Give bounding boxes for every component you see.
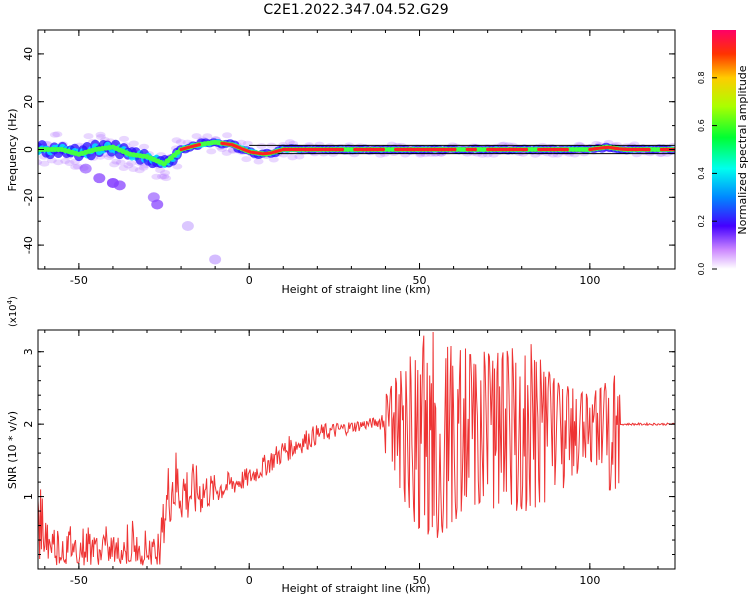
- halo-blob: [151, 173, 162, 180]
- halo-blob: [161, 175, 172, 182]
- halo-blob: [126, 160, 137, 167]
- snr-panel: -50 0 50 100 1 2 3 Height of straight line (km…: [6, 296, 676, 595]
- scatter-blob: [79, 163, 92, 174]
- y-tick-label: 0: [22, 146, 35, 153]
- ridge-segment: [271, 148, 283, 154]
- scatter-blob: [209, 254, 222, 265]
- halo-blob: [83, 133, 94, 140]
- halo-blob: [138, 164, 149, 171]
- chart-title: C2E1.2022.347.04.52.G29: [263, 2, 448, 18]
- snr-frame: [37, 329, 676, 570]
- x-tick-label: 0: [246, 274, 253, 287]
- colorbar: 0.0 0.2 0.4 0.6 0.8 Normalized spectral ampl…: [697, 30, 749, 275]
- halo-blob: [191, 133, 202, 140]
- halo-blob: [53, 159, 64, 166]
- svg-text:(x104): (x104): [6, 296, 19, 327]
- halo-blob: [160, 169, 171, 176]
- colorbar-label: Normalized spectral amplitude: [736, 65, 749, 234]
- halo-blob: [49, 131, 60, 138]
- ridge-segment: [261, 151, 273, 156]
- x-tick-label: 100: [579, 274, 600, 287]
- y-tick-label: -20: [22, 188, 35, 206]
- ridge-segment: [598, 145, 610, 150]
- colorbar-tick-label: 0.0: [697, 263, 706, 276]
- halo-blob: [222, 132, 233, 139]
- snr-series-line: [38, 331, 675, 566]
- halo-blob: [60, 158, 71, 165]
- y-tick-label: 2: [22, 421, 35, 428]
- x-tick-label: 50: [413, 274, 427, 287]
- halo-blob: [241, 156, 252, 163]
- halo-blob: [221, 149, 232, 156]
- halo-blob: [253, 158, 264, 165]
- halo-blob: [123, 162, 134, 169]
- halo-blob: [52, 131, 63, 138]
- y-tick-label: 3: [22, 348, 35, 355]
- spectrogram-panel: -50 0 50 100 40 20 0 -20 -40 Height of straight …: [6, 29, 676, 296]
- ridge-segment: [608, 145, 621, 151]
- colorbar-tick-label: 0.6: [697, 119, 706, 132]
- spectrogram-y-label: Frequency (Hz): [6, 109, 19, 192]
- halo-blob: [284, 139, 295, 146]
- halo-blob: [206, 148, 217, 155]
- halo-blob: [155, 167, 166, 174]
- snr-x-label: Height of straight line (km): [281, 582, 430, 595]
- scatter-blob: [181, 220, 194, 231]
- snr-y-label: SNR (10 * v/v): [6, 411, 19, 489]
- halo-blob: [119, 135, 130, 142]
- x-tick-label: 100: [579, 574, 600, 587]
- halo-blob: [256, 143, 267, 150]
- halo-blob: [139, 143, 150, 150]
- halo-blob: [39, 160, 50, 167]
- snr-multiplier: (x104): [6, 296, 19, 327]
- spectrogram-x-label: Height of straight line (km): [281, 283, 430, 296]
- colorbar-gradient: [712, 30, 736, 269]
- colorbar-tick-label: 0.8: [697, 71, 706, 84]
- halo-blob: [70, 163, 81, 170]
- halo-blob: [128, 165, 139, 172]
- y-tick-label: 20: [22, 95, 35, 109]
- halo-blob: [171, 137, 182, 144]
- halo-blob: [118, 165, 129, 172]
- ridge-segment: [251, 150, 263, 156]
- ridge-segment: [189, 142, 202, 149]
- colorbar-tick-label: 0.4: [697, 167, 706, 180]
- colorbar-tick-label: 0.2: [697, 215, 706, 228]
- y-tick-label: 40: [22, 47, 35, 61]
- y-tick-label: 1: [22, 493, 35, 500]
- halo-blob: [64, 160, 75, 167]
- ridge-segment: [220, 141, 232, 147]
- halo-blob: [111, 158, 122, 165]
- halo-blob: [109, 161, 120, 168]
- halo-blob: [115, 159, 126, 166]
- scatter-blob: [151, 199, 164, 210]
- ridge-segment: [230, 143, 242, 150]
- x-tick-label: 0: [246, 574, 253, 587]
- x-tick-label: 50: [413, 574, 427, 587]
- ridge-segment: [240, 147, 253, 154]
- scatter-blob: [93, 173, 106, 184]
- y-tick-label: -40: [22, 236, 35, 254]
- halo-blob: [95, 131, 106, 138]
- halo-blob: [38, 159, 43, 166]
- halo-blob: [294, 153, 305, 160]
- snr-multiplier-exp: 4: [6, 299, 14, 304]
- halo-blob: [175, 139, 186, 146]
- ridge-segment: [179, 145, 191, 152]
- halo-blob: [156, 173, 167, 180]
- x-tick-label: -50: [70, 574, 88, 587]
- snr-multiplier-base: (x10: [8, 304, 19, 327]
- x-tick-label: -50: [70, 274, 88, 287]
- halo-blob: [128, 140, 139, 147]
- scatter-blob: [113, 180, 126, 191]
- halo-blob: [287, 154, 298, 161]
- halo-blob: [268, 156, 279, 163]
- halo-blob: [202, 133, 213, 140]
- halo-blob: [159, 173, 170, 180]
- halo-blob: [134, 167, 145, 174]
- ridge-segment: [588, 146, 600, 152]
- halo-blob: [95, 134, 106, 141]
